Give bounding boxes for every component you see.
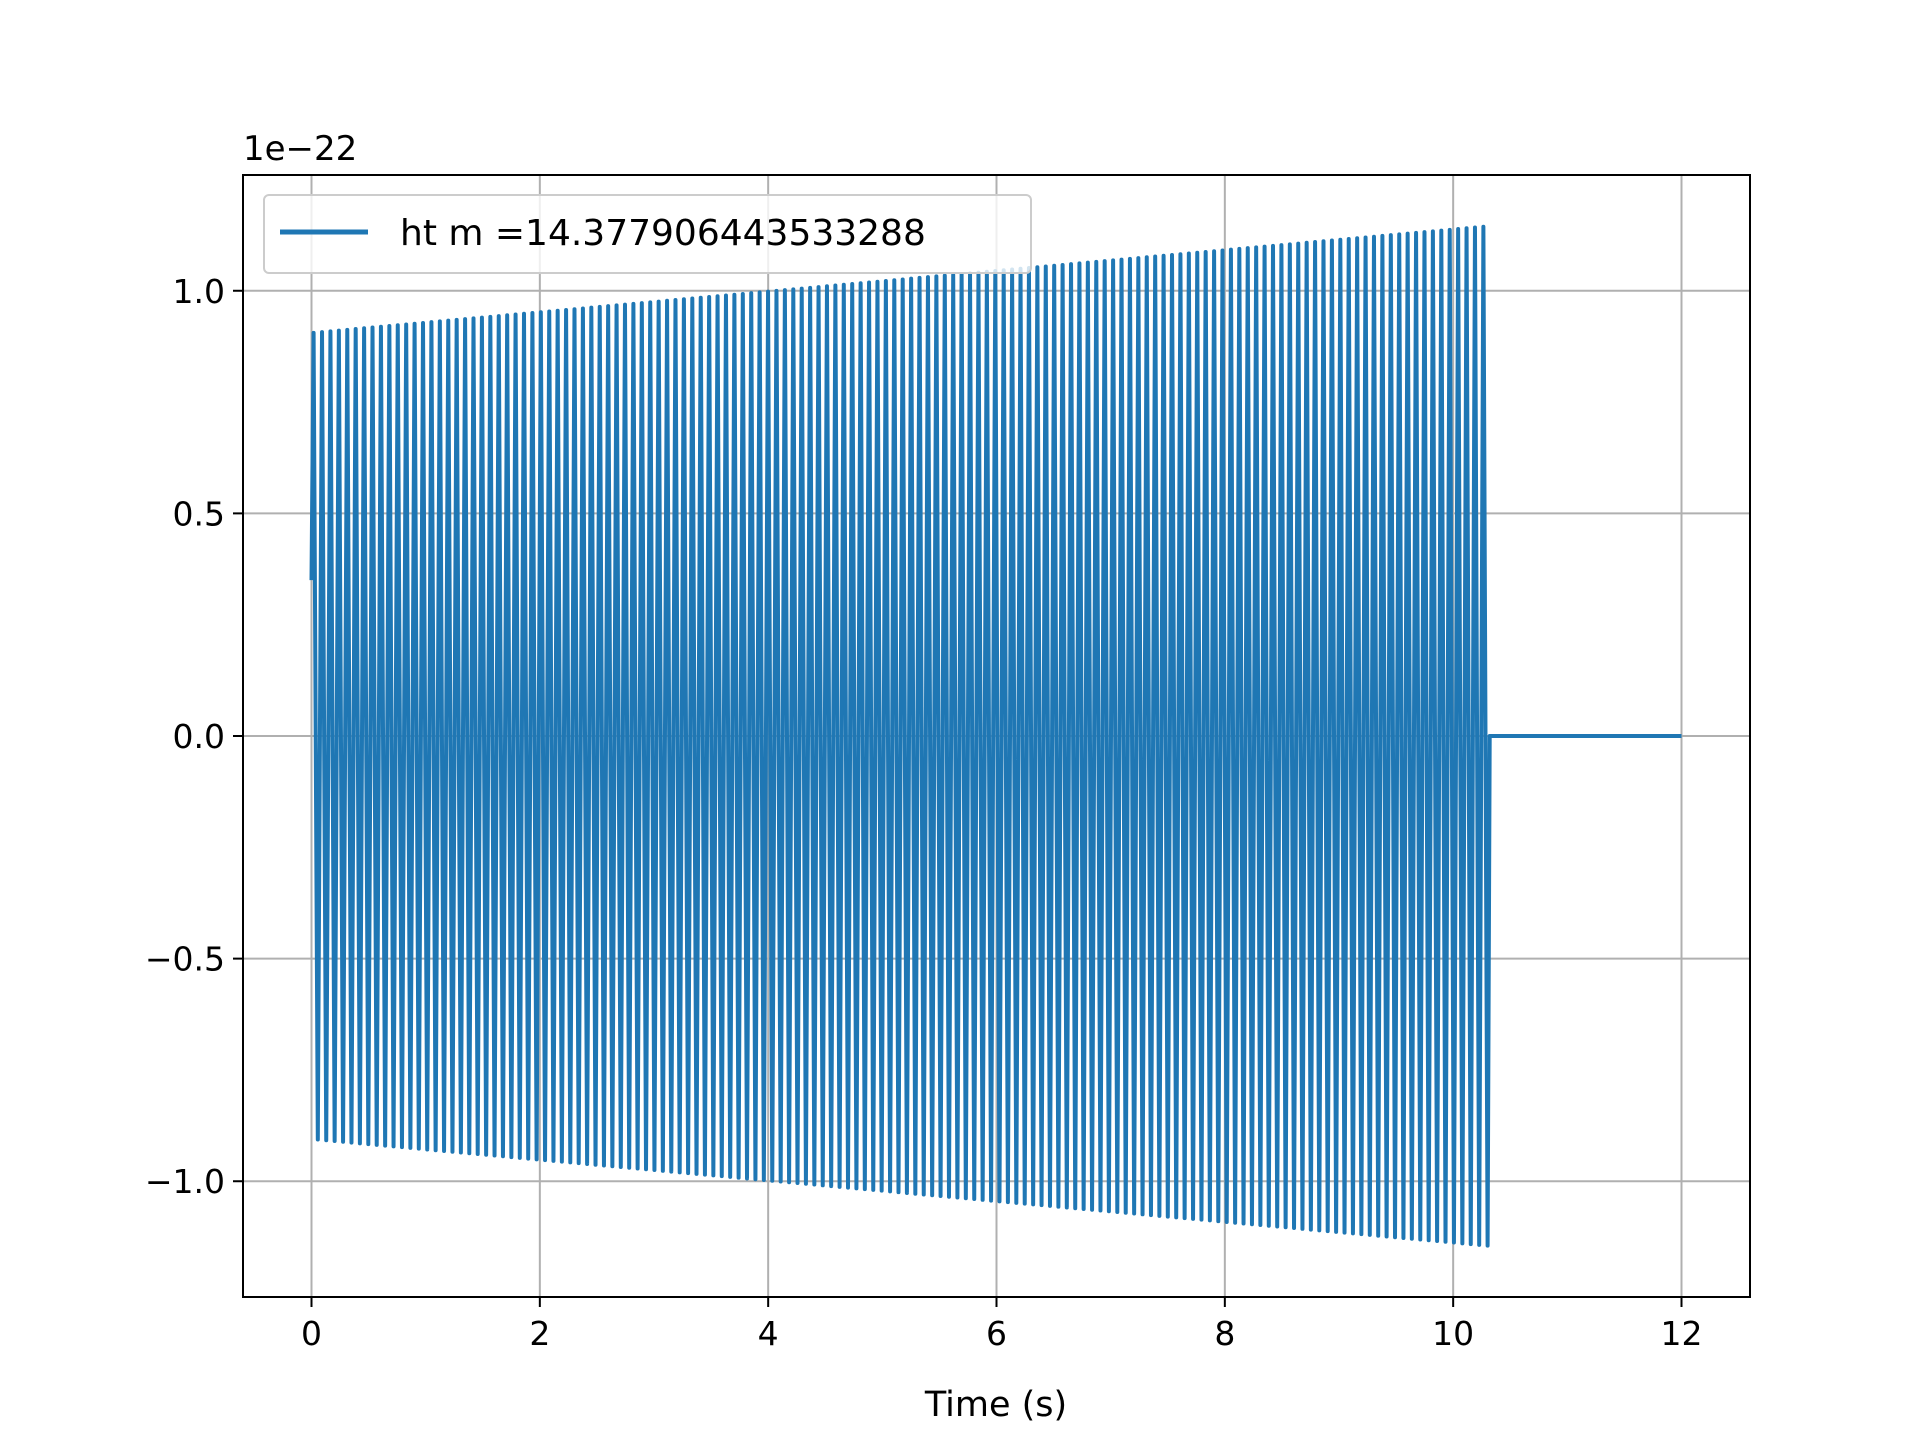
ticks: 0 2 4 6 8 10 12 −1.0 −0.5 0.0 0.5 1.0 (145, 272, 1703, 1353)
x-tick-label: 6 (986, 1314, 1007, 1353)
legend-box (263, 194, 1032, 274)
y-tick-label: −1.0 (145, 1162, 225, 1201)
y-tick-label: −0.5 (145, 940, 225, 979)
x-tick-label: 8 (1214, 1314, 1235, 1353)
x-tick-label: 12 (1661, 1314, 1703, 1353)
x-tick-label: 10 (1432, 1314, 1474, 1353)
x-tick-label: 4 (758, 1314, 779, 1353)
y-offset-label: 1e−22 (243, 129, 357, 169)
x-axis-title: Time (s) (924, 1385, 1067, 1425)
series-line (309, 224, 1682, 1248)
x-tick-label: 2 (529, 1314, 550, 1353)
series-layer (309, 224, 1682, 1248)
legend: ht m =14.377906443533288 (263, 194, 1032, 274)
y-tick-label: 1.0 (173, 272, 225, 311)
y-tick-label: 0.0 (173, 717, 225, 756)
y-tick-label: 0.5 (173, 494, 225, 533)
x-tick-label: 0 (301, 1314, 322, 1353)
legend-label: ht m =14.377906443533288 (400, 213, 926, 254)
